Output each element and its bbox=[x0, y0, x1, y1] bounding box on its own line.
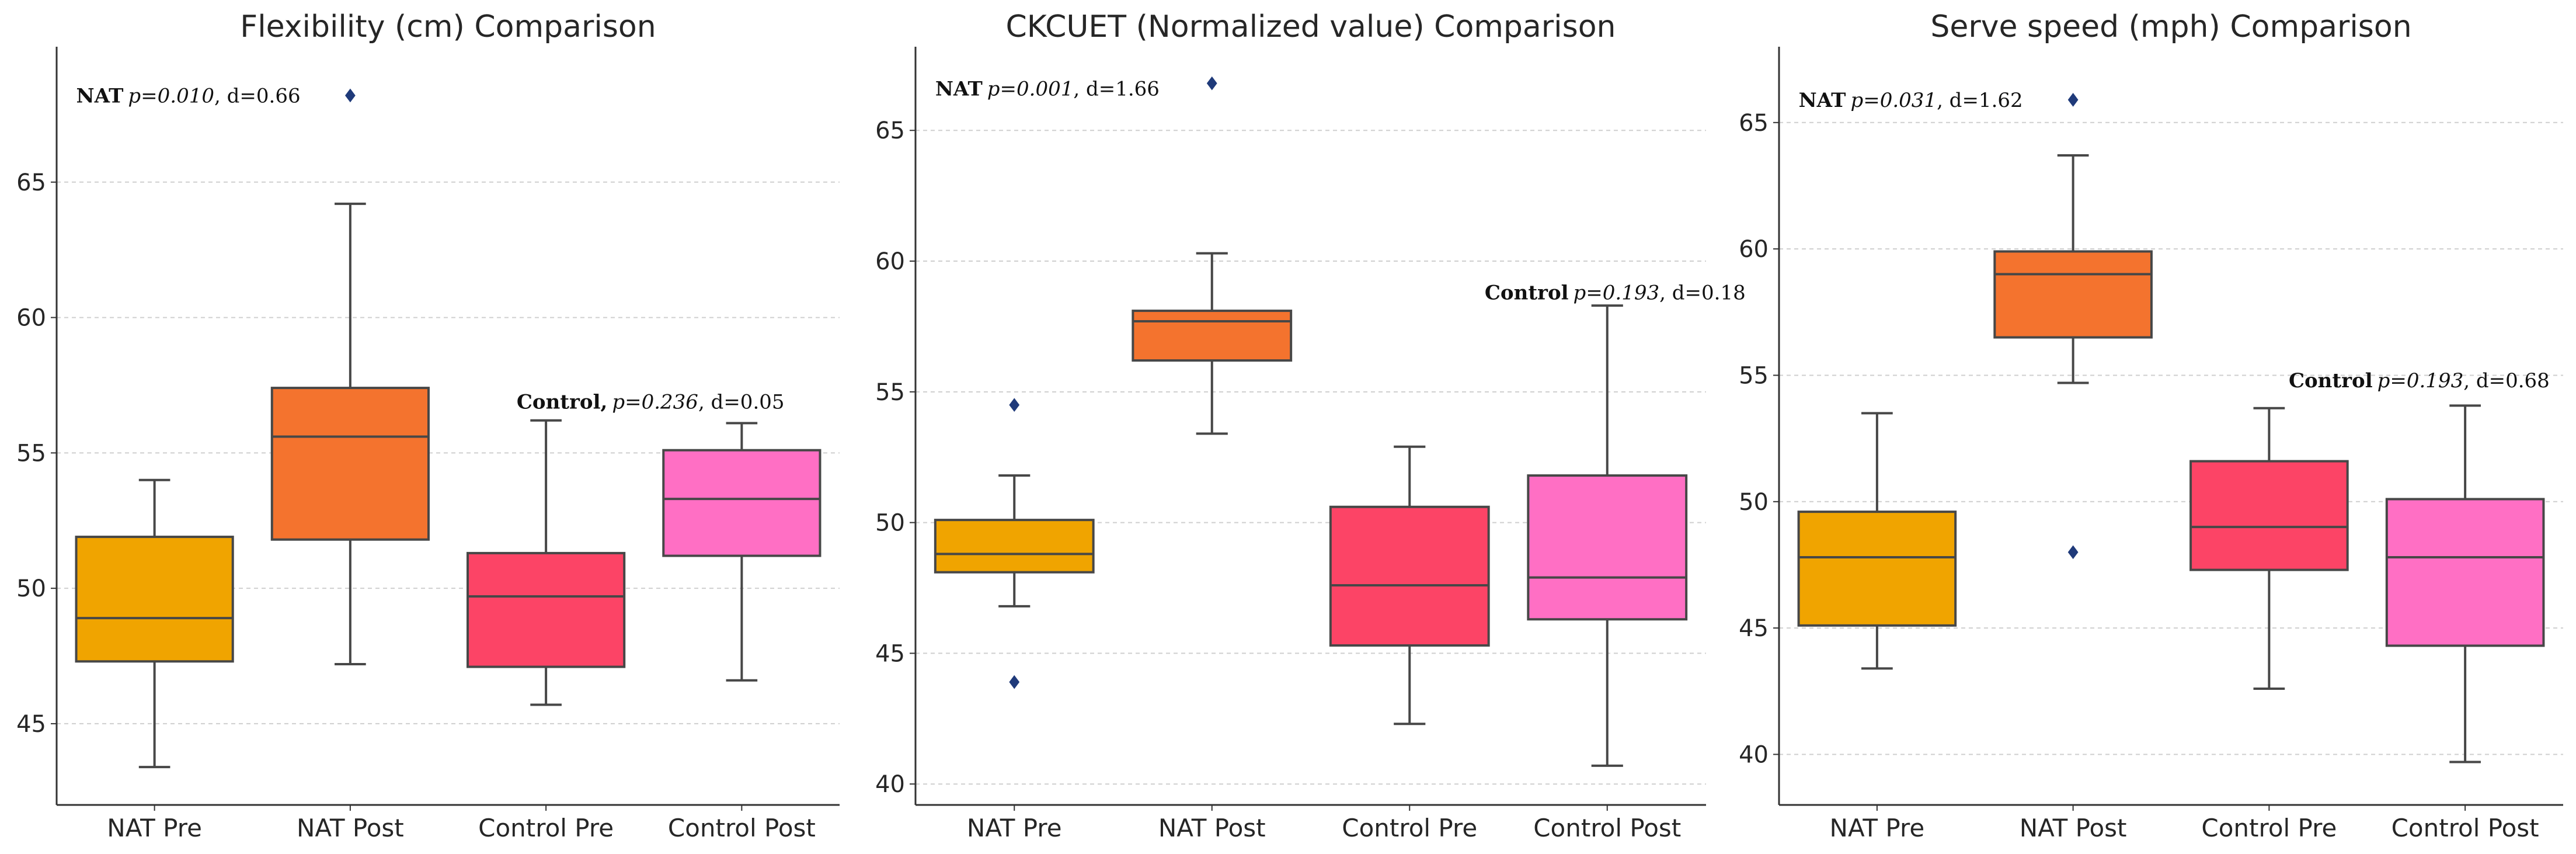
outlier-point bbox=[1206, 76, 1217, 91]
y-tick-label: 55 bbox=[875, 379, 905, 406]
y-tick-label: 40 bbox=[875, 771, 905, 798]
y-tick-label: 50 bbox=[1739, 489, 1769, 516]
x-tick-label: Control Post bbox=[2391, 814, 2539, 842]
stat-annotation: Control p=0.193, d=0.68 bbox=[2289, 369, 2550, 393]
iqr-box bbox=[270, 387, 430, 541]
x-tick-label: Control Pre bbox=[2201, 814, 2337, 842]
annotation-p-value: p=0.001 bbox=[987, 78, 1074, 101]
iqr-box bbox=[934, 519, 1095, 574]
outlier-point bbox=[345, 88, 356, 103]
outlier-point bbox=[1009, 675, 1020, 689]
iqr-box bbox=[2189, 460, 2349, 571]
annotation-group: NAT bbox=[76, 84, 124, 107]
chart-title: Flexibility (cm) Comparison bbox=[240, 9, 656, 44]
annotation-group: Control bbox=[2289, 369, 2373, 393]
stat-annotation: NAT p=0.010, d=0.66 bbox=[76, 84, 301, 107]
chart-panel-3: Serve speed (mph) Comparison 40 45 50 55 60 65… bbox=[1739, 9, 2563, 842]
iqr-box bbox=[1797, 511, 1957, 627]
iqr-box bbox=[467, 551, 626, 668]
y-tick-label: 50 bbox=[875, 510, 905, 537]
y-tick-label: 55 bbox=[16, 440, 46, 467]
iqr-box bbox=[75, 536, 234, 663]
annotation-effect-size: , d=0.05 bbox=[698, 390, 785, 414]
box-control-post bbox=[662, 422, 821, 682]
annotation-effect-size: , d=0.18 bbox=[1659, 282, 1746, 305]
box-control-pre bbox=[1329, 445, 1490, 725]
stat-annotation: Control, p=0.236, d=0.05 bbox=[517, 390, 785, 414]
outlier-point bbox=[2067, 93, 2079, 107]
x-tick-label: NAT Pre bbox=[107, 814, 202, 842]
box-control-post bbox=[1527, 304, 1688, 767]
x-tick-label: Control Post bbox=[668, 814, 816, 842]
y-tick-label: 55 bbox=[1739, 362, 1769, 389]
box-nat-post bbox=[1132, 76, 1293, 435]
x-tick-label: NAT Pre bbox=[1830, 814, 1925, 842]
y-tick-label: 60 bbox=[875, 248, 905, 275]
annotation-p-value: p=0.236 bbox=[612, 390, 698, 414]
iqr-box bbox=[2385, 498, 2545, 647]
y-tick-label: 60 bbox=[1739, 236, 1769, 263]
iqr-box bbox=[1329, 505, 1490, 647]
box-control-pre bbox=[2189, 407, 2349, 690]
x-tick-label: Control Post bbox=[1533, 814, 1681, 842]
annotation-p-value: p=0.193 bbox=[1574, 282, 1660, 305]
stat-annotation: NAT p=0.001, d=1.66 bbox=[935, 78, 1160, 101]
annotation-effect-size: , d=0.68 bbox=[2463, 369, 2550, 393]
box-nat-pre bbox=[75, 478, 234, 769]
x-tick-label: Control Pre bbox=[478, 814, 614, 842]
y-tick-label: 60 bbox=[16, 305, 46, 332]
box-nat-post bbox=[270, 88, 430, 665]
iqr-box bbox=[1132, 310, 1293, 362]
chart-panel-1: Flexibility (cm) Comparison 45 50 55 60 65 NAT… bbox=[16, 9, 840, 842]
box-nat-pre bbox=[934, 398, 1095, 689]
box-nat-post bbox=[1993, 93, 2153, 560]
iqr-box bbox=[1527, 474, 1688, 621]
chart-panel-2: CKCUET (Normalized value) Comparison 40 45… bbox=[875, 9, 1746, 842]
box-control-post bbox=[2385, 404, 2545, 763]
x-tick-label: NAT Post bbox=[297, 814, 404, 842]
box-nat-pre bbox=[1797, 412, 1957, 670]
y-tick-label: 40 bbox=[1739, 741, 1769, 768]
box-control-pre bbox=[467, 419, 626, 706]
outlier-point bbox=[2067, 545, 2079, 560]
iqr-box bbox=[1993, 250, 2153, 339]
stat-annotation: NAT p=0.031, d=1.62 bbox=[1799, 89, 2023, 112]
annotation-p-value: p=0.193 bbox=[2377, 369, 2464, 393]
y-tick-label: 45 bbox=[875, 640, 905, 667]
x-tick-label: NAT Pre bbox=[967, 814, 1062, 842]
annotation-effect-size: , d=1.66 bbox=[1073, 78, 1160, 101]
annotation-p-value: p=0.031 bbox=[1850, 89, 1937, 112]
annotation-effect-size: , d=0.66 bbox=[214, 84, 301, 107]
annotation-group: Control, bbox=[517, 390, 608, 414]
iqr-box bbox=[662, 449, 821, 557]
annotation-group: Control bbox=[1485, 282, 1569, 305]
x-tick-label: NAT Post bbox=[1158, 814, 1266, 842]
outlier-point bbox=[1009, 398, 1020, 412]
annotation-p-value: p=0.010 bbox=[128, 84, 214, 107]
y-tick-label: 65 bbox=[16, 169, 46, 196]
y-tick-label: 65 bbox=[1739, 110, 1769, 137]
annotation-group: NAT bbox=[1799, 89, 1846, 112]
stat-annotation: Control p=0.193, d=0.18 bbox=[1485, 282, 1746, 305]
y-tick-label: 45 bbox=[1739, 615, 1769, 642]
annotation-effect-size: , d=1.62 bbox=[1937, 89, 2023, 112]
y-tick-label: 45 bbox=[16, 711, 46, 738]
annotation-group: NAT bbox=[935, 78, 983, 101]
y-tick-label: 50 bbox=[16, 575, 46, 602]
x-tick-label: NAT Post bbox=[2020, 814, 2127, 842]
chart-title: Serve speed (mph) Comparison bbox=[1930, 9, 2411, 44]
chart-title: CKCUET (Normalized value) Comparison bbox=[1006, 9, 1616, 44]
y-tick-label: 65 bbox=[875, 117, 905, 144]
x-tick-label: Control Pre bbox=[1342, 814, 1477, 842]
